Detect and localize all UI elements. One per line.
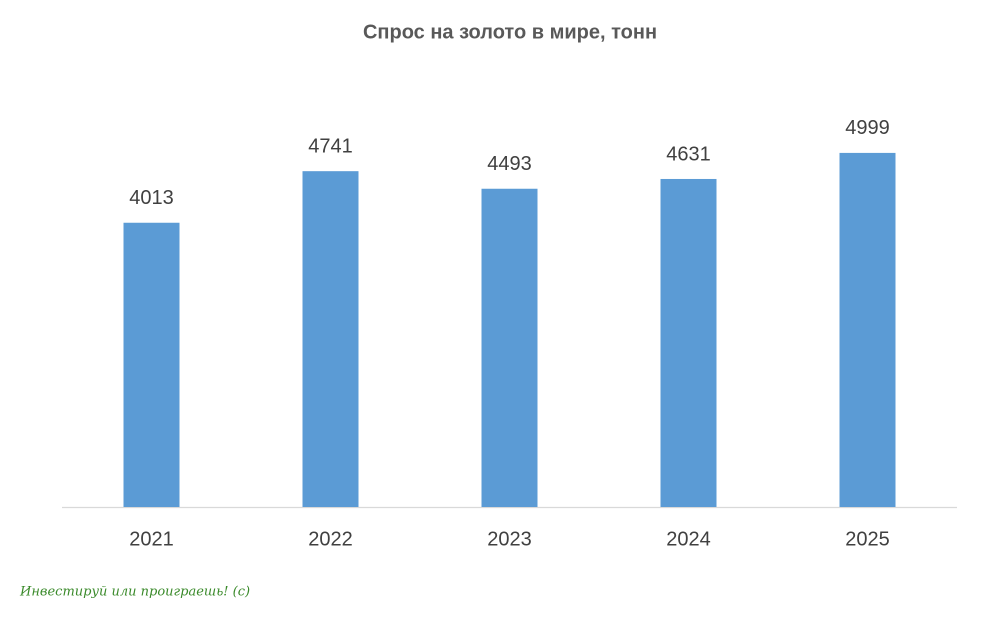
watermark: Инвестируй или проиграешь! (c) [19, 585, 250, 600]
data-label: 4631 [666, 143, 711, 165]
x-tick-label: 2024 [666, 528, 711, 550]
bar [481, 188, 538, 507]
data-label: 4013 [129, 187, 174, 209]
bar [660, 178, 717, 508]
bar [123, 222, 180, 507]
data-label: 4999 [845, 117, 890, 139]
x-tick-label: 2022 [308, 528, 353, 550]
bar [302, 171, 359, 507]
x-tick-label: 2023 [487, 528, 532, 550]
x-tick-label: 2021 [129, 528, 174, 550]
data-label: 4493 [487, 153, 532, 175]
chart-title: Спрос на золото в мире, тонн [363, 21, 657, 43]
data-label: 4741 [308, 135, 353, 157]
x-tick-label: 2025 [845, 528, 890, 550]
bar [839, 152, 896, 507]
